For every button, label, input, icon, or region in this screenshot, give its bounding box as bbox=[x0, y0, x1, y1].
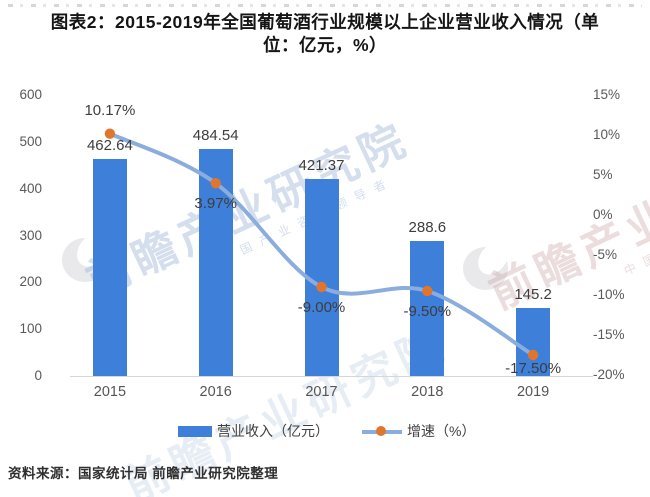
growth-rate-label: 10.17% bbox=[84, 101, 136, 119]
growth-rate-label: -9.00% bbox=[297, 299, 346, 316]
revenue-bar bbox=[304, 178, 339, 376]
x-axis-label: 2019 bbox=[516, 384, 550, 400]
right-axis-tick: 0% bbox=[593, 207, 613, 222]
clipped-text-remnant bbox=[8, 4, 642, 7]
left-axis-tick: 0 bbox=[34, 368, 42, 383]
left-axis-tick: 300 bbox=[19, 227, 42, 243]
revenue-bar bbox=[92, 159, 127, 376]
chart-title-line2: 位：亿元，%） bbox=[262, 35, 388, 55]
watermark-right: 前瞻产业研究院 中国产业咨询领导者 bbox=[482, 126, 650, 334]
chart-title: 图表2：2015-2019年全国葡萄酒行业规模以上企业营业收入情况（单 位：亿元… bbox=[10, 11, 640, 57]
left-axis-tick: 400 bbox=[19, 180, 42, 196]
source-note: 资料来源：国家统计局 前瞻产业研究院整理 bbox=[8, 466, 279, 481]
qianzhan-logo-icon bbox=[463, 236, 515, 290]
left-axis-tick: 600 bbox=[19, 87, 42, 102]
x-axis-baseline bbox=[70, 376, 593, 377]
legend-line-label: 增速（%） bbox=[407, 423, 476, 439]
x-axis-label: 2016 bbox=[199, 384, 232, 400]
legend-bar-swatch bbox=[178, 426, 212, 437]
bar-value-label: 288.6 bbox=[408, 218, 447, 236]
legend-bar-label: 营业收入（亿元） bbox=[217, 423, 329, 439]
left-axis-tick: 200 bbox=[19, 274, 42, 290]
chart-title-line1: 图表2：2015-2019年全国葡萄酒行业规模以上企业营业收入情况（单 bbox=[50, 12, 600, 32]
right-axis-tick: 15% bbox=[593, 87, 621, 102]
right-axis-tick: 5% bbox=[593, 167, 613, 182]
bar-value-label: 484.54 bbox=[192, 127, 239, 145]
right-axis-tick: -15% bbox=[593, 327, 625, 342]
bar-value-label: 145.2 bbox=[514, 285, 552, 303]
bar-value-label: 421.37 bbox=[298, 156, 345, 174]
x-axis-label: 2018 bbox=[411, 384, 444, 400]
growth-rate-label: 3.97% bbox=[194, 195, 237, 213]
left-axis-tick: 500 bbox=[19, 133, 42, 149]
right-axis-tick: -20% bbox=[593, 367, 625, 382]
right-axis-tick: 10% bbox=[593, 127, 621, 142]
x-axis-label: 2015 bbox=[93, 384, 127, 400]
right-axis-tick: -10% bbox=[593, 287, 625, 302]
right-axis-tick: -5% bbox=[593, 247, 618, 262]
revenue-bar bbox=[198, 149, 233, 376]
growth-rate-label: -9.50% bbox=[403, 303, 452, 320]
growth-rate-label: -17.50% bbox=[505, 360, 562, 377]
bar-value-label: 462.64 bbox=[86, 137, 133, 155]
legend-marker-dot-icon bbox=[376, 426, 386, 436]
left-axis-tick: 100 bbox=[19, 321, 42, 337]
x-axis-label: 2017 bbox=[305, 384, 338, 400]
